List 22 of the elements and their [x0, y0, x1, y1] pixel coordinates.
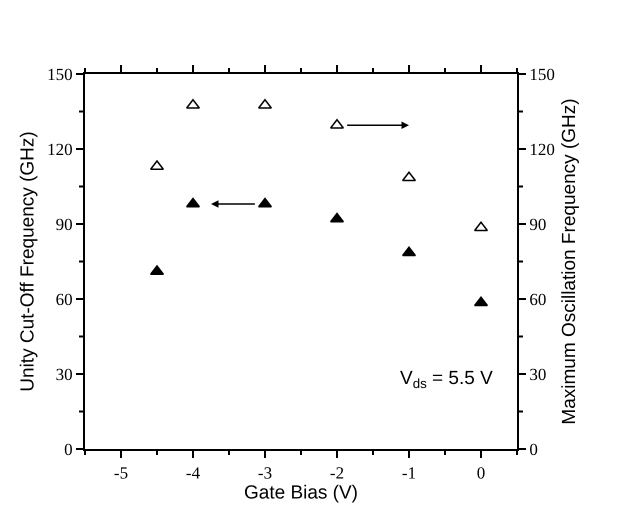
annotation: V$_{ds}$ = 5.5 V — [400, 368, 494, 391]
y-tick-label: 30 — [56, 364, 73, 384]
y-tick-label: 90 — [56, 214, 73, 234]
x-tick-label: -1 — [402, 463, 416, 482]
y-axis-title: Unity Cut-Off Frequency (GHz) — [17, 131, 38, 392]
y2-tick-label: 120 — [529, 140, 555, 159]
y2-tick-label: 90 — [529, 214, 546, 234]
y2-axis-title: Maximum Oscillation Frequency (GHz) — [559, 98, 580, 425]
y-tick-label: 0 — [64, 440, 73, 459]
x-tick-label: -3 — [258, 463, 272, 482]
y-tick-label: 60 — [56, 290, 73, 309]
y2-tick-label: 60 — [529, 290, 546, 309]
y-tick-label: 120 — [47, 140, 73, 159]
x-axis-title: Gate Bias (V) — [244, 482, 358, 504]
y2-tick-label: 150 — [529, 64, 555, 84]
y2-tick-label: 0 — [529, 440, 538, 459]
y-tick-label: 150 — [47, 64, 73, 84]
x-tick-label: -2 — [330, 463, 344, 482]
x-tick-label: 0 — [476, 463, 486, 482]
x-tick-label: -4 — [186, 463, 201, 482]
y2-tick-label: 30 — [529, 364, 546, 384]
x-tick-label: -5 — [114, 463, 128, 482]
